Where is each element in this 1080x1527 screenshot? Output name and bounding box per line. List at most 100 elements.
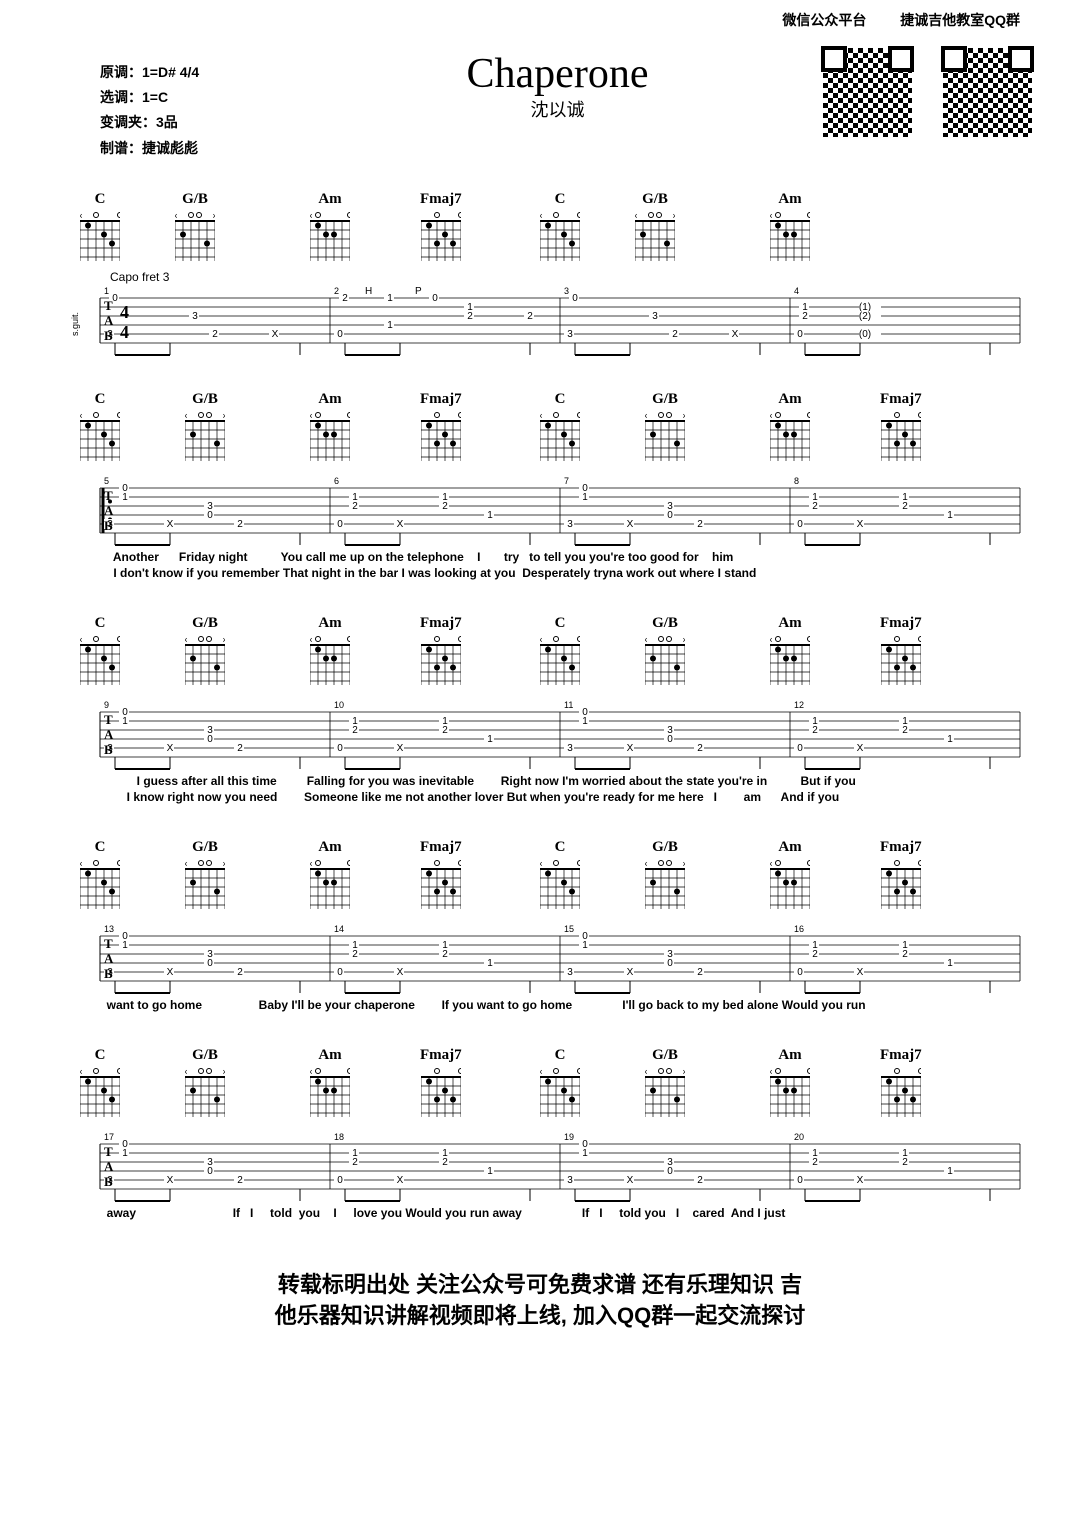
svg-text:0: 0 xyxy=(207,510,213,521)
svg-text:3: 3 xyxy=(567,1175,573,1186)
svg-text:16: 16 xyxy=(794,924,804,934)
meta-line: 原调：1=D# 4/4 xyxy=(100,60,300,85)
svg-text:X: X xyxy=(167,967,174,978)
svg-text:0: 0 xyxy=(572,293,578,304)
svg-text:2: 2 xyxy=(467,311,473,322)
svg-text:0: 0 xyxy=(667,734,673,745)
svg-text:0: 0 xyxy=(797,329,803,340)
svg-text:×: × xyxy=(185,635,188,645)
svg-text:×: × xyxy=(222,859,225,869)
chord-cell: Am× xyxy=(310,391,350,461)
tab-staff: 13141516013X302120X121013X302120X121TAB xyxy=(60,924,1040,994)
chord-name: G/B xyxy=(192,615,218,633)
svg-text:1: 1 xyxy=(487,1166,493,1177)
svg-text:6: 6 xyxy=(334,476,339,486)
tab-system: C×G/B××Am×Fmaj7C×G/B××Am×Fmaj71314151601… xyxy=(40,839,1040,1012)
chord-cell: C× xyxy=(540,1047,580,1117)
svg-text:X: X xyxy=(627,967,634,978)
svg-text:2: 2 xyxy=(812,949,818,960)
chord-cell: Fmaj7 xyxy=(420,191,462,261)
meta-line: 制谱：捷诚彪彪 xyxy=(100,136,300,161)
qr-code-icon xyxy=(935,40,1040,145)
chord-name: Fmaj7 xyxy=(880,1047,922,1065)
svg-text:2: 2 xyxy=(902,501,908,512)
svg-text:×: × xyxy=(310,1067,313,1077)
svg-text:2: 2 xyxy=(812,1157,818,1168)
chord-cell: Am× xyxy=(770,839,810,909)
svg-text:T: T xyxy=(104,298,113,313)
chord-name: G/B xyxy=(192,391,218,409)
svg-text:9: 9 xyxy=(104,700,109,710)
svg-text:2: 2 xyxy=(527,311,533,322)
svg-text:X: X xyxy=(272,329,279,340)
svg-text:2: 2 xyxy=(902,1157,908,1168)
svg-text:T: T xyxy=(104,936,113,951)
chord-cell: C× xyxy=(80,839,120,909)
chord-cell: Am× xyxy=(310,1047,350,1117)
svg-text:(2): (2) xyxy=(859,311,871,322)
svg-text:A: A xyxy=(104,951,114,966)
chord-diagram: ×× xyxy=(185,635,225,685)
chord-diagram: × xyxy=(540,635,580,685)
chord-diagram: × xyxy=(310,635,350,685)
svg-text:×: × xyxy=(185,1067,188,1077)
label-wechat: 微信公众平台 xyxy=(782,12,866,28)
chord-diagram: × xyxy=(310,859,350,909)
footer: 转载标明出处 关注公众号可免费求谱 还有乐理知识 吉 他乐器知识讲解视频即将上线… xyxy=(40,1270,1040,1332)
svg-text:2: 2 xyxy=(902,949,908,960)
chord-name: G/B xyxy=(652,1047,678,1065)
chord-diagram xyxy=(421,859,461,909)
svg-text:1: 1 xyxy=(947,510,953,521)
svg-text:×: × xyxy=(80,1067,83,1077)
chord-diagram xyxy=(881,859,921,909)
chord-name: Fmaj7 xyxy=(420,615,462,633)
footer-line: 他乐器知识讲解视频即将上线, 加入QQ群一起交流探讨 xyxy=(40,1301,1040,1332)
lyrics-line: I know right now you need Someone like m… xyxy=(100,790,1040,804)
svg-text:0: 0 xyxy=(337,519,343,530)
svg-text:2: 2 xyxy=(237,1175,243,1186)
chord-cell: C× xyxy=(80,391,120,461)
header: 原调：1=D# 4/4 选调：1=C 变调夹：3品 制谱：捷诚彪彪 Chaper… xyxy=(40,60,1040,161)
svg-text:10: 10 xyxy=(334,700,344,710)
svg-text:18: 18 xyxy=(334,1132,344,1142)
svg-text:×: × xyxy=(682,411,685,421)
chord-diagram: × xyxy=(80,859,120,909)
svg-text:X: X xyxy=(857,519,864,530)
svg-text:2: 2 xyxy=(902,725,908,736)
svg-text:×: × xyxy=(540,1067,543,1077)
chord-cell: Fmaj7 xyxy=(420,391,462,461)
chord-diagram: ×× xyxy=(645,859,685,909)
svg-text:1: 1 xyxy=(582,940,588,951)
svg-text:×: × xyxy=(310,211,313,221)
chord-cell: G/B×× xyxy=(645,1047,685,1117)
svg-text:0: 0 xyxy=(207,1166,213,1177)
svg-text:0: 0 xyxy=(337,1175,343,1186)
svg-text:×: × xyxy=(310,859,313,869)
chord-name: C xyxy=(555,1047,566,1065)
svg-text:1: 1 xyxy=(582,716,588,727)
tab-staff: 5678013X302120X121013X302120X121TAB xyxy=(60,476,1040,546)
chord-diagram xyxy=(421,411,461,461)
chord-cell: Am× xyxy=(310,615,350,685)
svg-text:19: 19 xyxy=(564,1132,574,1142)
svg-text:0: 0 xyxy=(432,293,438,304)
svg-text:×: × xyxy=(770,411,773,421)
svg-text:×: × xyxy=(310,411,313,421)
chord-diagram: × xyxy=(770,211,810,261)
svg-text:B: B xyxy=(104,966,113,981)
svg-text:×: × xyxy=(222,1067,225,1077)
tab-staff: 17181920013X302120X121013X302120X121TAB xyxy=(60,1132,1040,1202)
svg-text:X: X xyxy=(627,1175,634,1186)
chord-cell: Fmaj7 xyxy=(420,1047,462,1117)
chord-diagram: × xyxy=(770,859,810,909)
lyrics-line: I don't know if you remember That night … xyxy=(100,566,1040,580)
svg-text:0: 0 xyxy=(797,743,803,754)
svg-text:2: 2 xyxy=(352,725,358,736)
svg-text:X: X xyxy=(397,743,404,754)
chord-name: Fmaj7 xyxy=(420,1047,462,1065)
chord-cell: G/B×× xyxy=(175,191,215,261)
chord-cell: G/B×× xyxy=(645,839,685,909)
tab-systems: C×G/B××Am×Fmaj7C×G/B××Am×Capo fret 3s.gu… xyxy=(40,191,1040,1220)
svg-text:2: 2 xyxy=(237,743,243,754)
meta-line: 变调夹：3品 xyxy=(100,110,300,135)
